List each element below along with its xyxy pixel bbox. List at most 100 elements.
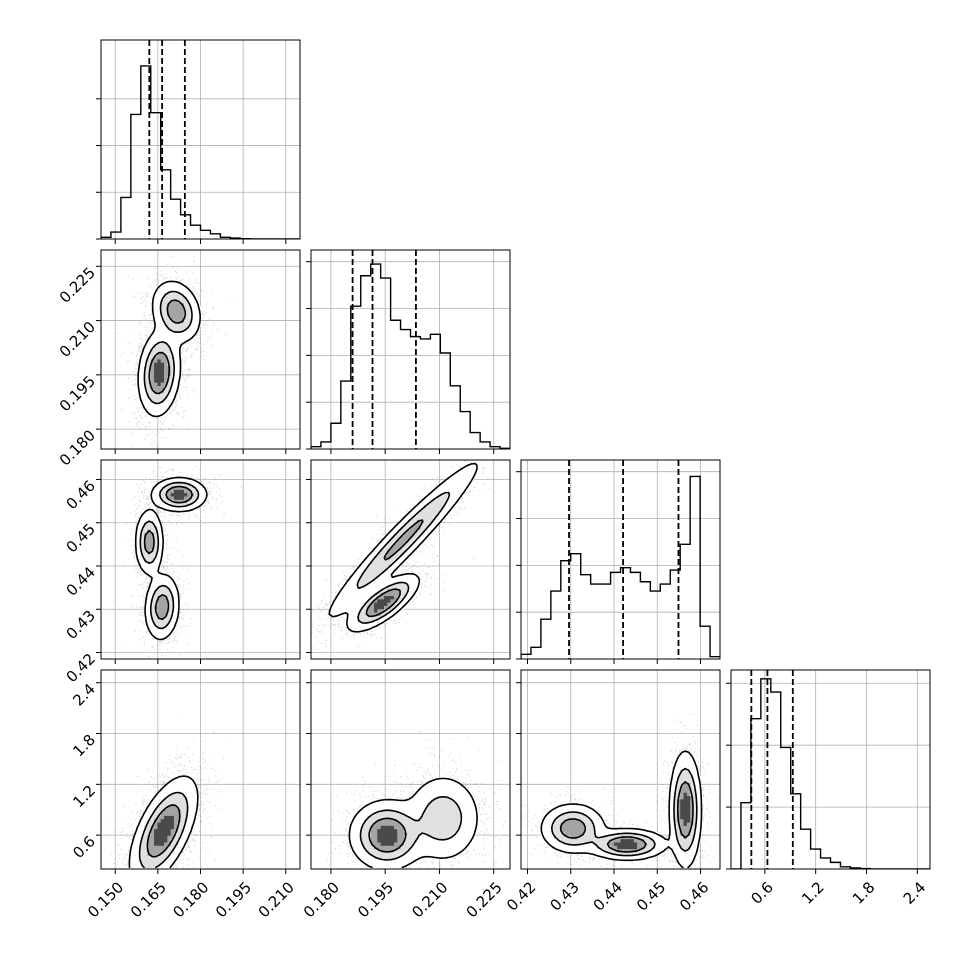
density-cell <box>147 602 152 607</box>
density-cell <box>397 523 402 527</box>
density-cell <box>164 842 168 847</box>
density-cell <box>377 839 382 844</box>
density-cell <box>340 589 345 594</box>
density-cell <box>437 852 441 857</box>
density-cell <box>144 513 149 517</box>
density-cell <box>164 489 168 494</box>
density-cell <box>177 799 182 804</box>
density-cell <box>680 835 685 840</box>
density-cell <box>344 592 349 597</box>
density-cell <box>167 629 172 634</box>
density-cell <box>164 405 168 410</box>
density-cell <box>440 835 445 840</box>
density-cell <box>584 829 588 834</box>
density-cell <box>357 599 362 604</box>
density-cell <box>613 842 618 847</box>
density-cell <box>350 839 355 844</box>
density-cell <box>150 862 155 867</box>
density-cell <box>387 842 392 847</box>
density-cell <box>430 523 435 527</box>
density-cell <box>183 493 188 498</box>
density-cell <box>440 832 445 837</box>
density-cell <box>160 599 165 604</box>
density-cell <box>440 779 445 784</box>
density-cell <box>584 805 588 810</box>
density-cell <box>450 812 455 817</box>
density-cell <box>393 832 398 837</box>
density-cell <box>393 576 398 580</box>
density-cell <box>367 582 372 587</box>
density-cell <box>420 829 425 834</box>
density-cell <box>187 326 192 331</box>
density-cell <box>400 589 405 594</box>
density-cell <box>380 586 385 590</box>
density-cell <box>400 845 405 850</box>
density-cell <box>154 549 158 554</box>
density-cell <box>173 296 178 301</box>
density-cell <box>397 812 402 817</box>
density-cell <box>574 845 578 850</box>
density-cell <box>656 842 661 847</box>
density-cell <box>590 842 595 847</box>
density-cell <box>413 792 418 797</box>
density-cell <box>397 859 402 863</box>
density-cell <box>167 796 172 800</box>
density-cell <box>183 776 188 781</box>
density-cell <box>154 349 158 354</box>
density-cell <box>690 829 695 834</box>
density-cell <box>154 592 158 597</box>
density-cell <box>680 809 685 814</box>
density-cell <box>393 589 398 594</box>
y-tick-label: 0.45 <box>63 520 99 556</box>
density-cell <box>160 496 165 501</box>
density-cell <box>360 615 365 620</box>
density-cell <box>354 595 359 600</box>
density-cell <box>173 819 178 824</box>
density-cell <box>650 852 655 857</box>
density-cell <box>360 589 365 594</box>
density-cell <box>577 832 582 837</box>
density-cell <box>603 845 608 850</box>
density-cell <box>443 789 448 794</box>
density-cell <box>364 842 368 847</box>
density-cell <box>610 842 615 847</box>
density-cell <box>144 852 149 857</box>
density-cell <box>603 832 608 837</box>
density-cell <box>423 799 428 804</box>
density-cell <box>167 329 172 334</box>
density-cell <box>427 839 431 844</box>
density-cell <box>367 569 372 574</box>
density-cell <box>140 523 145 527</box>
density-cell <box>160 405 165 410</box>
density-cell <box>400 599 405 604</box>
density-cell <box>374 852 378 857</box>
density-cell <box>577 805 582 810</box>
density-cell <box>547 825 552 830</box>
x-tick-label: 0.225 <box>463 878 506 921</box>
density-cell <box>574 849 578 854</box>
density-cell <box>150 542 155 547</box>
density-cell <box>367 602 372 607</box>
density-cell <box>397 802 402 807</box>
density-cell <box>144 523 149 527</box>
density-cell <box>144 566 149 571</box>
density-cell <box>140 829 145 834</box>
density-cell <box>387 562 392 567</box>
density-cell <box>390 599 395 604</box>
density-cell <box>413 805 418 810</box>
density-cell <box>437 815 441 820</box>
density-cell <box>686 776 691 781</box>
density-cell <box>154 532 158 537</box>
density-cell <box>397 852 402 857</box>
density-cell <box>676 852 681 857</box>
density-cell <box>347 599 352 604</box>
density-cell <box>470 799 475 804</box>
density-cell <box>427 852 431 857</box>
density-cell <box>397 832 402 837</box>
density-cell <box>170 819 175 824</box>
density-cell <box>157 316 162 321</box>
density-cell <box>170 322 175 327</box>
density-cell <box>164 819 168 824</box>
density-cell <box>157 349 162 354</box>
density-cell <box>354 815 359 820</box>
